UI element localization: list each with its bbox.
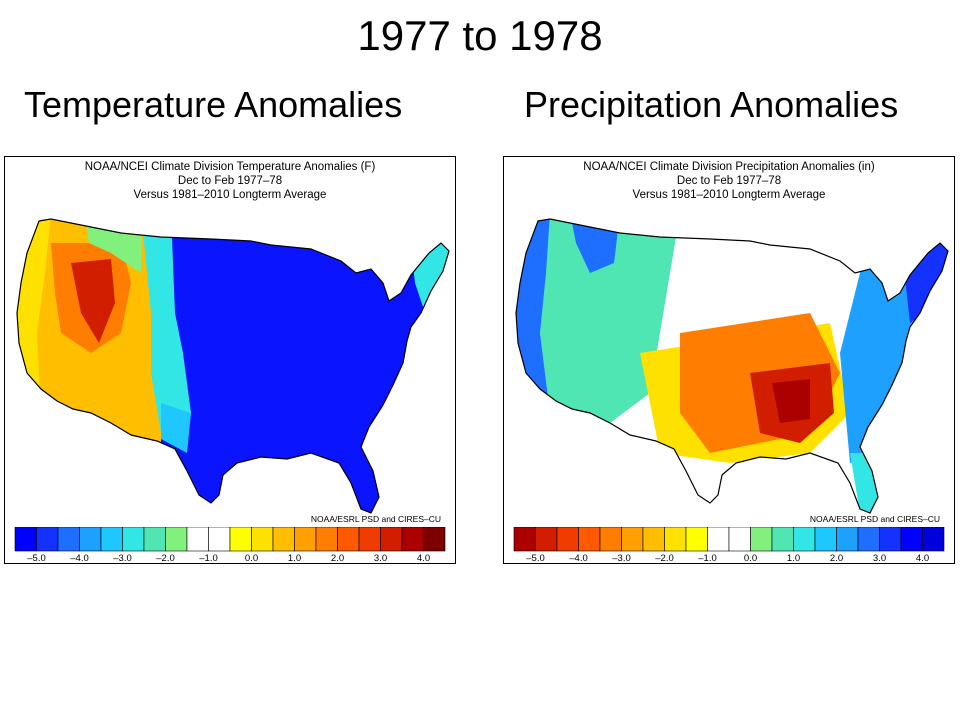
precipitation-colorbar-swatch [879,527,902,552]
temperature-colorbar-swatch [208,527,231,552]
temperature-colorbar-swatch [14,527,37,552]
temperature-colorbar-swatch [358,527,381,552]
temperature-colorbar-tick-label: 0.0 [245,553,258,563]
precipitation-colorbar-swatch [793,527,816,552]
precipitation-colorbar-swatch [857,527,880,552]
temperature-map-panel: NOAA/NCEI Climate Division Temperature A… [4,156,456,564]
temperature-colorbar-swatch [186,527,209,552]
precipitation-colorbar-swatch [535,527,558,552]
precipitation-map-title-line2: Dec to Feb 1977–78 [676,175,782,187]
precipitation-colorbar-tick-label: –4.0 [569,553,588,563]
precipitation-colorbar-tick-label: –1.0 [698,553,717,563]
precipitation-map-outline [515,218,949,514]
precipitation-map-title-line3: Versus 1981–2010 Longterm Average [632,189,826,201]
temperature-colorbar-swatch [251,527,274,552]
temperature-colorbar-swatch [100,527,123,552]
temperature-colorbar-tick-label: 1.0 [288,553,301,563]
temperature-map-title-line3: Versus 1981–2010 Longterm Average [133,189,327,201]
temperature-colorbar-swatch [36,527,59,552]
precipitation-colorbar-swatch [750,527,773,552]
precipitation-colorbar-swatch [513,527,536,552]
precipitation-map-panel: NOAA/NCEI Climate Division Precipitation… [503,156,955,564]
precipitation-colorbar-swatch [556,527,579,552]
precipitation-colorbar-tick-label: –2.0 [655,553,674,563]
precipitation-map-title-line1: NOAA/NCEI Climate Division Precipitation… [583,161,875,173]
precipitation-colorbar-swatch [642,527,665,552]
precipitation-colorbar-swatch [664,527,687,552]
slide-title: 1977 to 1978 [357,12,603,59]
temperature-map-title-line1: NOAA/NCEI Climate Division Temperature A… [84,161,376,173]
precipitation-colorbar-tick-label: 2.0 [830,553,843,563]
precipitation-map [515,218,949,514]
precipitation-colorbar-swatch [836,527,859,552]
precipitation-heading: Precipitation Anomalies [524,84,899,125]
temperature-colorbar-swatch [337,527,360,552]
temperature-map-title: NOAA/NCEI Climate Division Temperature A… [5,157,455,202]
temperature-colorbar-swatch [79,527,102,552]
temperature-colorbar-swatch [165,527,188,552]
temperature-colorbar-tick-label: –2.0 [156,553,175,563]
temperature-colorbar-tick-label: –1.0 [199,553,218,563]
precipitation-colorbar-swatch [707,527,730,552]
precipitation-colorbar: –5.0–4.0–3.0–2.0–1.00.01.02.03.04.05.0 [513,527,945,563]
precipitation-colorbar-tick-label: 1.0 [787,553,800,563]
temperature-colorbar-tick-label: 4.0 [417,553,430,563]
temperature-colorbar-swatch [294,527,317,552]
temperature-heading: Temperature Anomalies [24,84,403,125]
precip-region-deep-south-core [772,379,810,423]
temperature-colorbar-swatch [122,527,145,552]
temperature-colorbar-tick-label: –4.0 [70,553,89,563]
precipitation-colorbar-tick-label: 4.0 [916,553,929,563]
precipitation-colorbar-swatch [599,527,622,552]
precipitation-colorbar-tick-label: 0.0 [744,553,757,563]
temperature-colorbar-swatch [57,527,80,552]
precipitation-map-title: NOAA/NCEI Climate Division Precipitation… [504,157,954,202]
precipitation-colorbar-swatch [621,527,644,552]
temp-region-rockies-east-edge [141,219,191,433]
temperature-colorbar: –5.0–4.0–3.0–2.0–1.00.01.02.03.04.05.0 [14,527,446,563]
precipitation-colorbar-swatch [685,527,708,552]
precipitation-colorbar-tick-label: 3.0 [873,553,886,563]
precipitation-colorbar-swatch [900,527,923,552]
temperature-colorbar-swatch [229,527,252,552]
temperature-colorbar-swatch [272,527,295,552]
precipitation-colorbar-swatch [814,527,837,552]
temperature-colorbar-swatch [380,527,403,552]
temperature-colorbar-swatch [143,527,166,552]
temperature-colorbar-tick-label: 3.0 [374,553,387,563]
precipitation-colorbar-tick-label: –5.0 [526,553,545,563]
temperature-map-title-line2: Dec to Feb 1977–78 [177,175,283,187]
precipitation-colorbar-swatch [771,527,794,552]
precipitation-colorbar-swatch [578,527,601,552]
temperature-map-outline [16,218,450,514]
temperature-colorbar-tick-label: 2.0 [331,553,344,563]
temperature-map [16,218,450,514]
temperature-colorbar-tick-label: –5.0 [27,553,46,563]
temperature-colorbar-swatch [423,527,446,552]
precipitation-colorbar-tick-label: –3.0 [612,553,631,563]
temperature-credit: NOAA/ESRL PSD and CIRES–CU [310,514,441,524]
temperature-colorbar-tick-label: –3.0 [113,553,132,563]
temperature-colorbar-swatch [401,527,424,552]
temp-region-south-texas-cyan [161,403,191,453]
precipitation-colorbar-swatch [728,527,751,552]
temperature-colorbar-swatch [315,527,338,552]
temp-region-great-basin-core [71,259,115,343]
precipitation-credit: NOAA/ESRL PSD and CIRES–CU [809,514,940,524]
precipitation-colorbar-swatch [922,527,945,552]
